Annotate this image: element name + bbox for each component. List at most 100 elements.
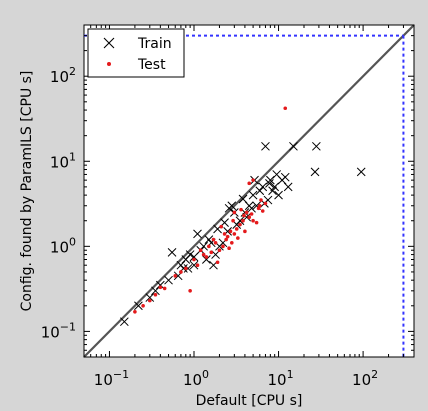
test-point [225, 234, 230, 239]
train-point-stroke [224, 203, 234, 213]
train-point-stroke [167, 247, 177, 257]
test-point [207, 244, 211, 249]
test-point [230, 241, 234, 245]
train-point [224, 203, 234, 213]
legend-train-label: Train [137, 36, 172, 52]
test-point [236, 236, 240, 240]
train-point-stroke [312, 141, 321, 151]
train-point-stroke [189, 252, 199, 262]
train-point-stroke [356, 167, 366, 177]
legend-test-marker [107, 62, 111, 66]
train-point [283, 182, 293, 192]
x-axis-label: Default [CPU s] [196, 393, 303, 409]
points-layer [119, 106, 366, 327]
train-point [119, 317, 129, 327]
test-point [234, 227, 239, 231]
test-point [238, 222, 242, 227]
test-point [184, 266, 188, 271]
train-point-stroke [247, 203, 256, 213]
train-point [193, 229, 202, 239]
train-point [202, 255, 211, 264]
test-point [263, 201, 268, 206]
train-point-stroke [280, 172, 290, 182]
test-point [228, 229, 233, 234]
axes-layer: 10−1 100 101 102 10−1 100 101 102 [41, 24, 415, 389]
test-point [217, 248, 222, 253]
train-point-stroke [289, 141, 298, 151]
train-point [183, 264, 193, 273]
train-point [258, 182, 268, 192]
train-point [312, 141, 321, 151]
train-point-stroke [183, 264, 193, 273]
cutoff-layer [84, 34, 405, 357]
test-point [283, 106, 288, 111]
legend: Train Test [87, 28, 185, 78]
train-point-stroke [258, 182, 268, 192]
train-point-stroke [119, 317, 129, 327]
test-point [232, 232, 237, 236]
train-point-stroke [274, 190, 283, 200]
train-point [167, 247, 177, 257]
train-point-stroke [261, 141, 270, 151]
train-point [310, 167, 320, 177]
test-point [204, 255, 209, 259]
test-point [232, 210, 237, 215]
train-point [356, 167, 366, 177]
test-point [192, 257, 196, 262]
x-tick-label: 10−1 [94, 368, 129, 389]
train-point-stroke [151, 286, 160, 296]
y-tick-label: 101 [50, 150, 76, 171]
test-point [242, 213, 246, 218]
test-point [231, 218, 235, 223]
train-point [255, 186, 265, 196]
train-point [134, 301, 143, 311]
test-point [211, 237, 216, 242]
train-point [272, 170, 282, 179]
test-point [251, 178, 255, 182]
train-point [238, 194, 248, 204]
diagonal-layer [83, 24, 415, 358]
test-point [249, 212, 254, 216]
test-point [179, 270, 183, 274]
test-point [259, 198, 263, 202]
diagonal-line [83, 24, 415, 358]
train-point-stroke [164, 275, 173, 285]
legend-box [87, 28, 185, 78]
train-point-stroke [255, 186, 265, 196]
test-point [133, 309, 137, 314]
train-point-stroke [268, 186, 277, 196]
test-point [239, 207, 243, 212]
legend-train-marker-stroke [103, 37, 115, 49]
train-point-stroke [211, 250, 220, 259]
train-point [189, 260, 199, 270]
test-point [195, 263, 200, 268]
train-point [265, 179, 274, 188]
train-point [268, 186, 277, 196]
train-point [151, 286, 160, 296]
train-point [145, 293, 155, 302]
train-point [280, 172, 290, 182]
test-point [213, 241, 218, 245]
test-point [247, 215, 252, 220]
train-point-stroke [185, 250, 195, 259]
test-point [201, 252, 206, 257]
test-point [209, 250, 214, 255]
test-point [244, 210, 249, 215]
train-point-stroke [156, 280, 165, 290]
test-point [147, 298, 152, 303]
test-point [153, 292, 158, 297]
train-point-stroke [204, 235, 214, 244]
test-point [260, 209, 265, 213]
train-point [185, 250, 195, 259]
y-tick-label: 100 [50, 235, 76, 256]
train-point [247, 203, 256, 213]
test-point [198, 248, 203, 253]
train-point [248, 190, 258, 200]
legend-train-marker [103, 37, 115, 49]
train-point-stroke [193, 229, 202, 239]
train-point-stroke [252, 201, 261, 211]
test-point [251, 218, 255, 223]
test-point [215, 260, 220, 265]
train-point-stroke [310, 167, 320, 177]
